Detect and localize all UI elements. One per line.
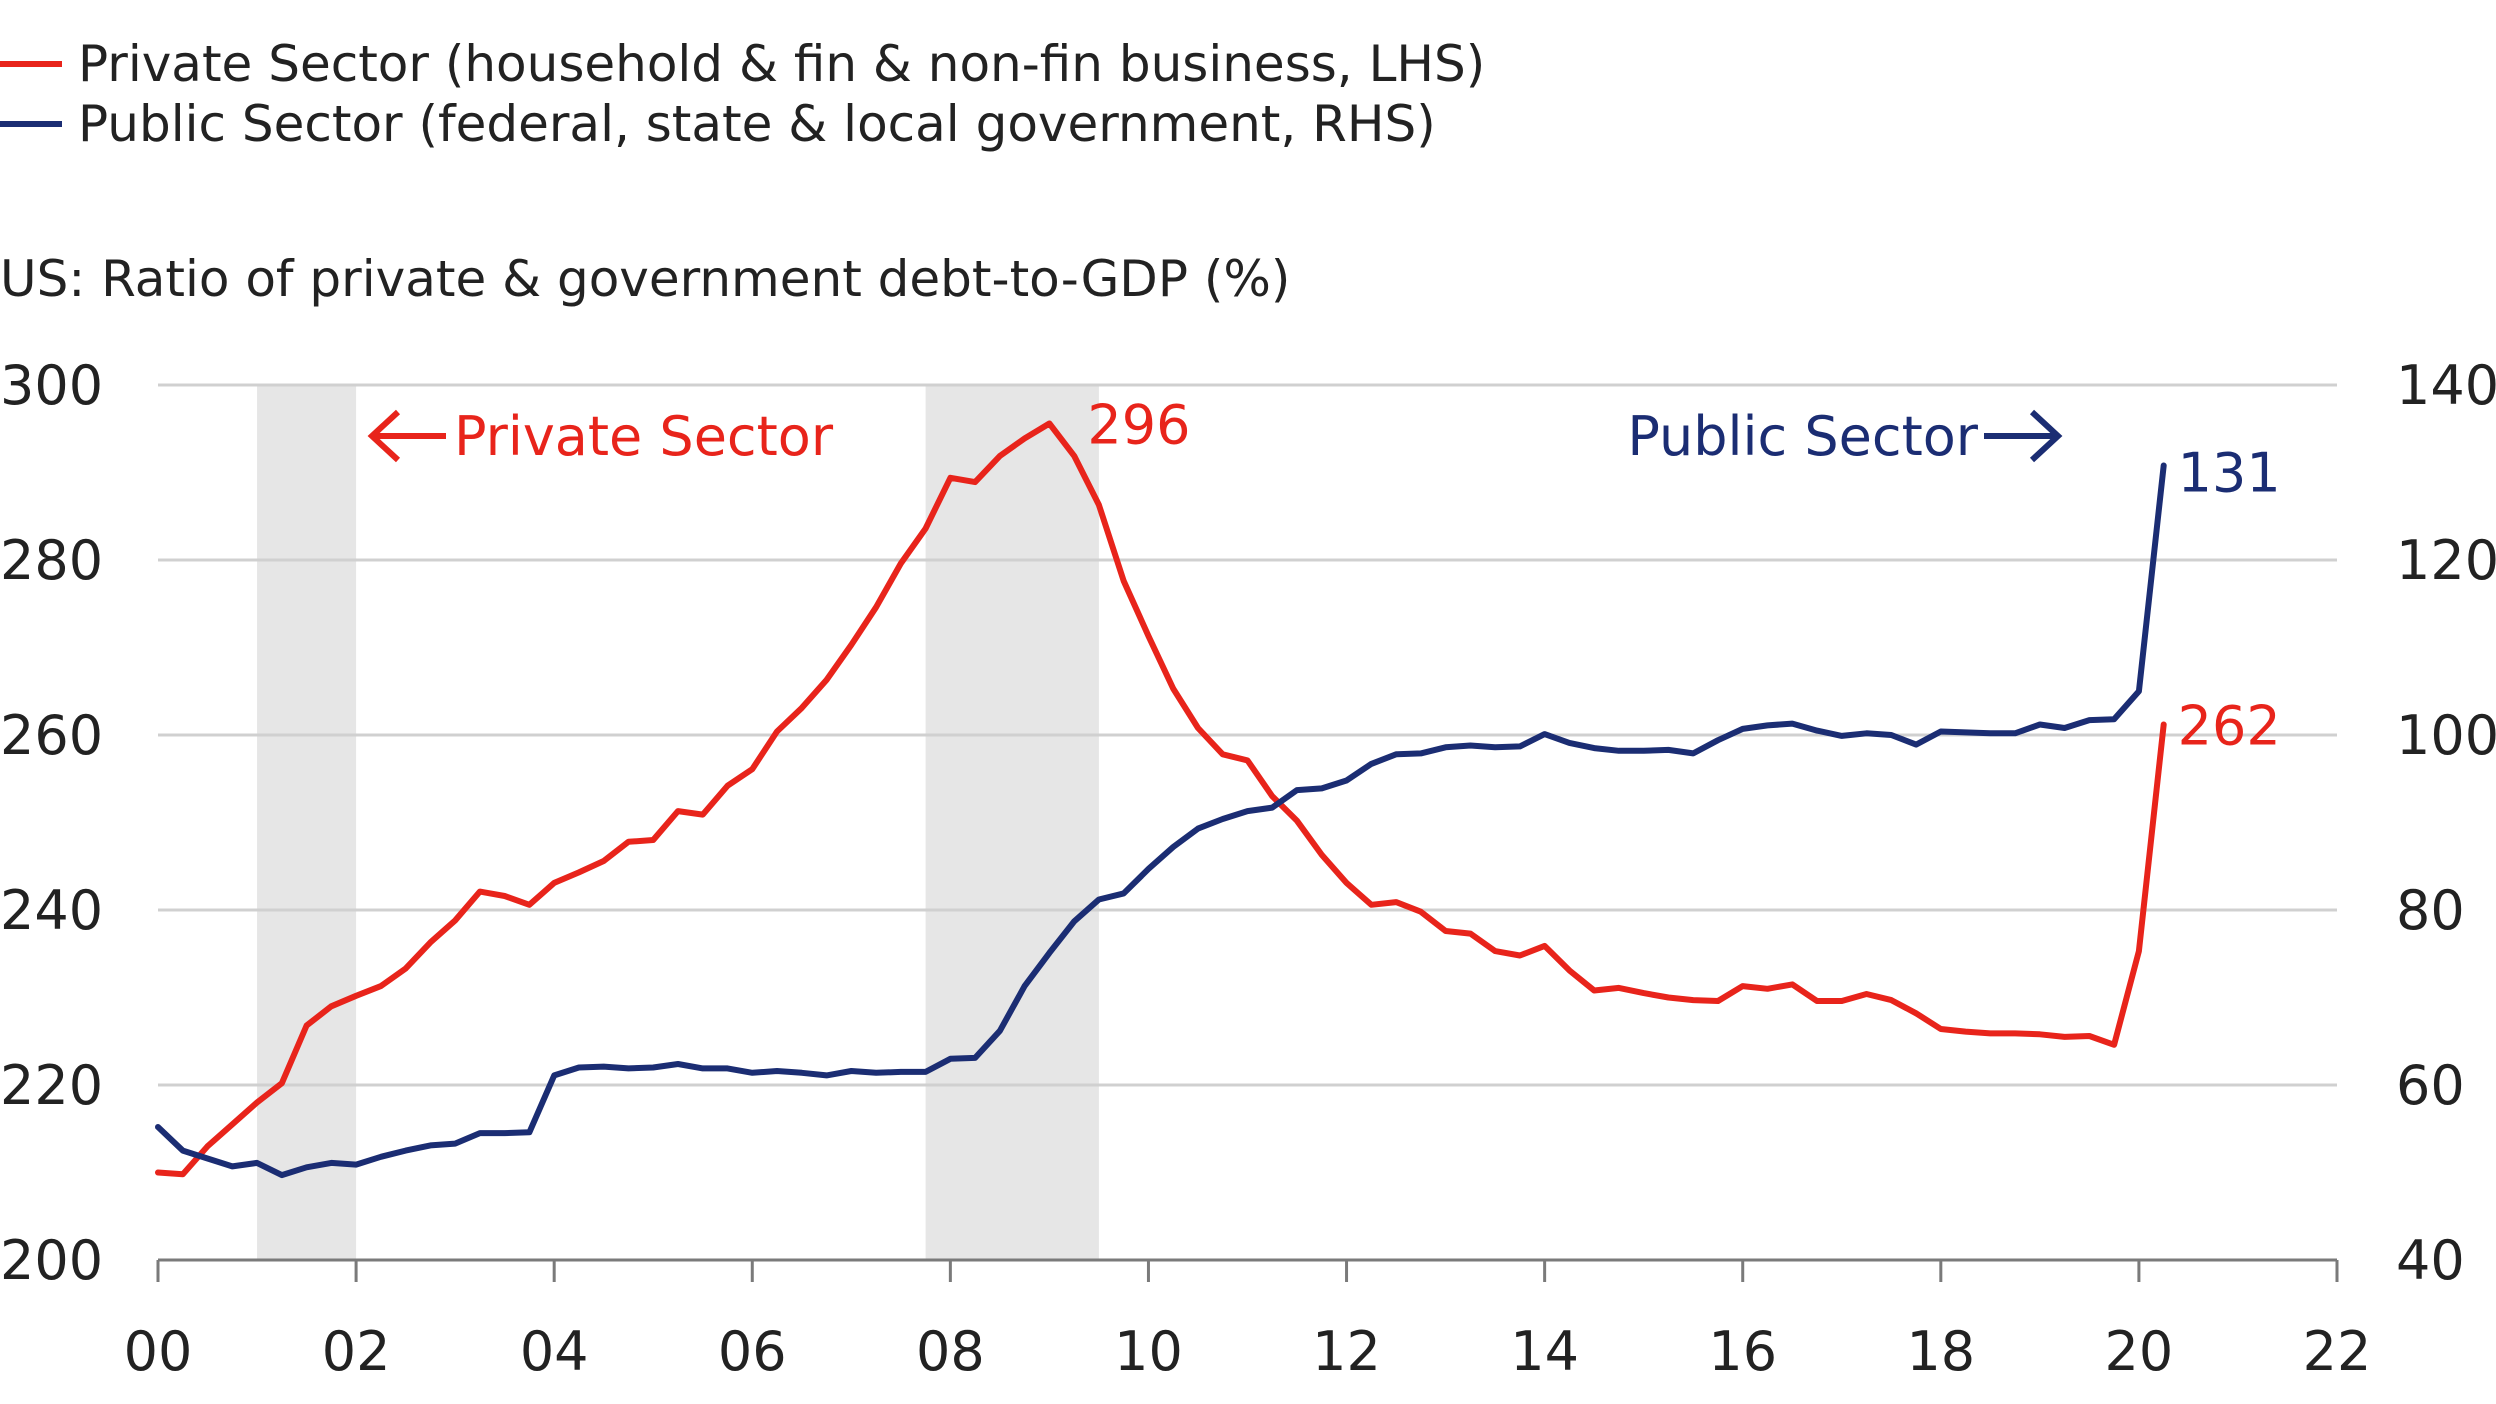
- recession-band-0: [257, 385, 357, 1260]
- legend-label-public: Public Sector (federal, state & local go…: [78, 95, 1436, 153]
- x-tick-label: 04: [520, 1320, 589, 1383]
- x-tick-label: 02: [322, 1320, 391, 1383]
- public-sector-arrow-icon: [1984, 409, 2063, 463]
- recession-bands: [257, 385, 1099, 1260]
- series-line-public: [155, 462, 2167, 1179]
- y-left-tick-label: 300: [0, 354, 103, 417]
- x-tick-label: 20: [2105, 1320, 2174, 1383]
- y-right-tick-label: 60: [2396, 1054, 2465, 1117]
- y-left-tick-label: 280: [0, 529, 103, 592]
- y-right-tick-label: 40: [2396, 1229, 2465, 1292]
- x-tick-label: 08: [916, 1320, 985, 1383]
- x-axis: 00 02 04 06 08 10 12 14 16 18 20 22: [124, 1258, 2372, 1383]
- public-sector-annotation: Public Sector: [1627, 405, 1978, 468]
- y-left-tick-label: 220: [0, 1054, 103, 1117]
- private-last-label: 262: [2178, 695, 2281, 758]
- legend-label-private: Private Sector (household & fin & non-fi…: [78, 35, 1486, 93]
- y-right-tick-label: 100: [2396, 704, 2496, 767]
- y-left-tick-label: 200: [0, 1229, 103, 1292]
- y-axis-left: 200 220 240 260 280 300: [0, 354, 103, 1292]
- x-tick-label: 12: [1312, 1320, 1381, 1383]
- private-sector-annotation: Private Sector: [454, 405, 834, 468]
- x-tick-label: 18: [1906, 1320, 1975, 1383]
- y-right-tick-label: 80: [2396, 879, 2465, 942]
- y-right-tick-label: 120: [2396, 529, 2496, 592]
- series-line-private: [155, 420, 2167, 1178]
- legend: Private Sector (household & fin & non-fi…: [0, 34, 1485, 154]
- y-left-tick-label: 260: [0, 704, 103, 767]
- x-tick-label: 06: [718, 1320, 787, 1383]
- x-tick-label: 22: [2303, 1320, 2372, 1383]
- private-sector-arrow-icon: [367, 409, 446, 463]
- recession-band-1: [925, 385, 1099, 1260]
- x-tick-label: 10: [1114, 1320, 1183, 1383]
- public-last-label: 131: [2178, 442, 2281, 505]
- y-right-tick-label: 140: [2396, 354, 2496, 417]
- x-tick-label: 00: [124, 1320, 193, 1383]
- private-peak-label: 296: [1087, 394, 1190, 457]
- legend-item-private: Private Sector (household & fin & non-fi…: [0, 34, 1485, 94]
- legend-item-public: Public Sector (federal, state & local go…: [0, 94, 1485, 154]
- chart-title: US: Ratio of private & government debt-t…: [0, 250, 1291, 308]
- y-left-tick-label: 240: [0, 879, 103, 942]
- legend-swatch-public: [0, 121, 62, 127]
- legend-swatch-private: [0, 61, 62, 67]
- series-lines: [155, 420, 2167, 1179]
- y-axis-right: 40 60 80 100 120 140: [2396, 354, 2496, 1292]
- annotations: Private Sector Public Sector 296 131 262: [367, 394, 2281, 758]
- x-tick-label: 14: [1510, 1320, 1579, 1383]
- x-tick-label: 16: [1708, 1320, 1777, 1383]
